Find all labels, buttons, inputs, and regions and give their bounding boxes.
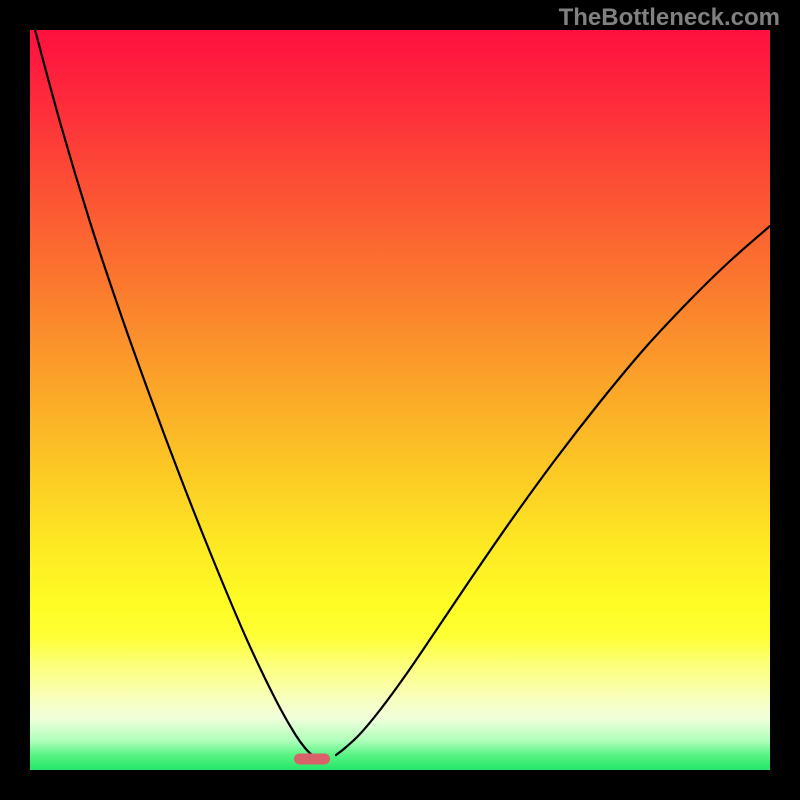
chart-container: TheBottleneck.com <box>0 0 800 800</box>
optimum-marker <box>294 754 330 765</box>
gradient-panel <box>30 30 770 770</box>
watermark-text: TheBottleneck.com <box>559 4 780 32</box>
bottleneck-chart-svg <box>0 0 800 800</box>
